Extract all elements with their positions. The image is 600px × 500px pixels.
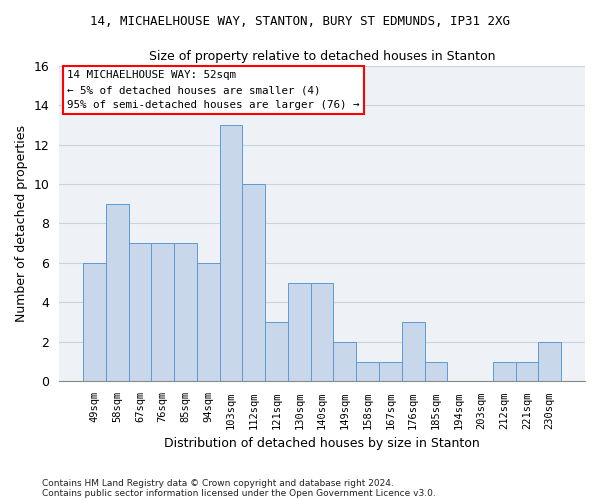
Bar (515, 362, 538, 382)
Text: Contains HM Land Registry data © Crown copyright and database right 2024.: Contains HM Land Registry data © Crown c… (42, 478, 394, 488)
Y-axis label: Number of detached properties: Number of detached properties (15, 125, 28, 322)
Bar (197, 263, 220, 382)
Bar (334, 342, 356, 382)
Bar (425, 362, 447, 382)
Bar (83, 263, 106, 382)
Bar (311, 282, 334, 382)
Bar (174, 243, 197, 382)
Title: Size of property relative to detached houses in Stanton: Size of property relative to detached ho… (149, 50, 496, 63)
Bar (402, 322, 425, 382)
Bar (265, 322, 288, 382)
Text: Contains public sector information licensed under the Open Government Licence v3: Contains public sector information licen… (42, 488, 436, 498)
Bar (538, 342, 561, 382)
Bar (356, 362, 379, 382)
Bar (493, 362, 515, 382)
Bar (288, 282, 311, 382)
Bar (128, 243, 151, 382)
Text: 14 MICHAELHOUSE WAY: 52sqm
← 5% of detached houses are smaller (4)
95% of semi-d: 14 MICHAELHOUSE WAY: 52sqm ← 5% of detac… (67, 70, 359, 110)
Text: 14, MICHAELHOUSE WAY, STANTON, BURY ST EDMUNDS, IP31 2XG: 14, MICHAELHOUSE WAY, STANTON, BURY ST E… (90, 15, 510, 28)
Bar (220, 125, 242, 382)
Bar (242, 184, 265, 382)
Bar (379, 362, 402, 382)
X-axis label: Distribution of detached houses by size in Stanton: Distribution of detached houses by size … (164, 437, 480, 450)
Bar (106, 204, 128, 382)
Bar (151, 243, 174, 382)
